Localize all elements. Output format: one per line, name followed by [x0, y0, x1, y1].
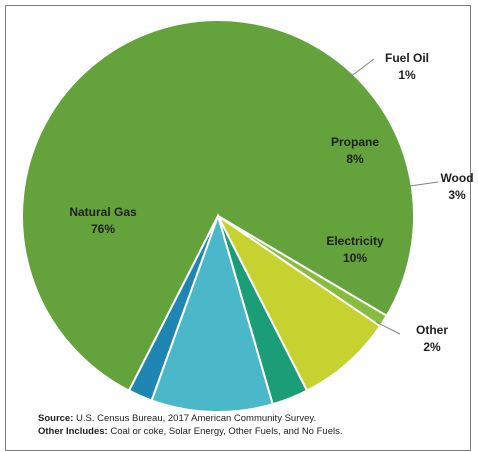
label-wood: Wood 3% [440, 171, 473, 202]
pie-slices [21, 19, 416, 413]
label-electricity: Electricity 10% [326, 234, 384, 265]
label-fuel-oil: Fuel Oil 1% [385, 51, 429, 82]
other-label: Other Includes: [38, 426, 108, 437]
source-text: U.S. Census Bureau, 2017 American Commun… [73, 413, 317, 424]
label-other: Other 2% [416, 323, 448, 354]
other-includes-line: Other Includes: Coal or coke, Solar Ener… [38, 425, 342, 438]
source-label: Source: [38, 413, 74, 424]
leader-other [375, 321, 401, 335]
chart-footnote: Source: U.S. Census Bureau, 2017 America… [38, 412, 342, 438]
slice-other [127, 215, 219, 402]
leader-fuel-oil [345, 58, 375, 81]
other-text: Coal or coke, Solar Energy, Other Fuels,… [107, 426, 343, 437]
leader-wood [409, 181, 439, 187]
label-natural-gas: Natural Gas 76% [69, 205, 137, 236]
slice-labels: Natural Gas 76% Fuel Oil 1% Propane 8% Wood 3% E… [69, 51, 473, 354]
slice-natural-gas [21, 19, 416, 392]
leader-lines [345, 58, 439, 335]
label-propane: Propane 8% [331, 135, 379, 166]
source-line: Source: U.S. Census Bureau, 2017 America… [38, 412, 342, 425]
slice-propane [217, 215, 382, 392]
slice-electricity [150, 212, 274, 413]
